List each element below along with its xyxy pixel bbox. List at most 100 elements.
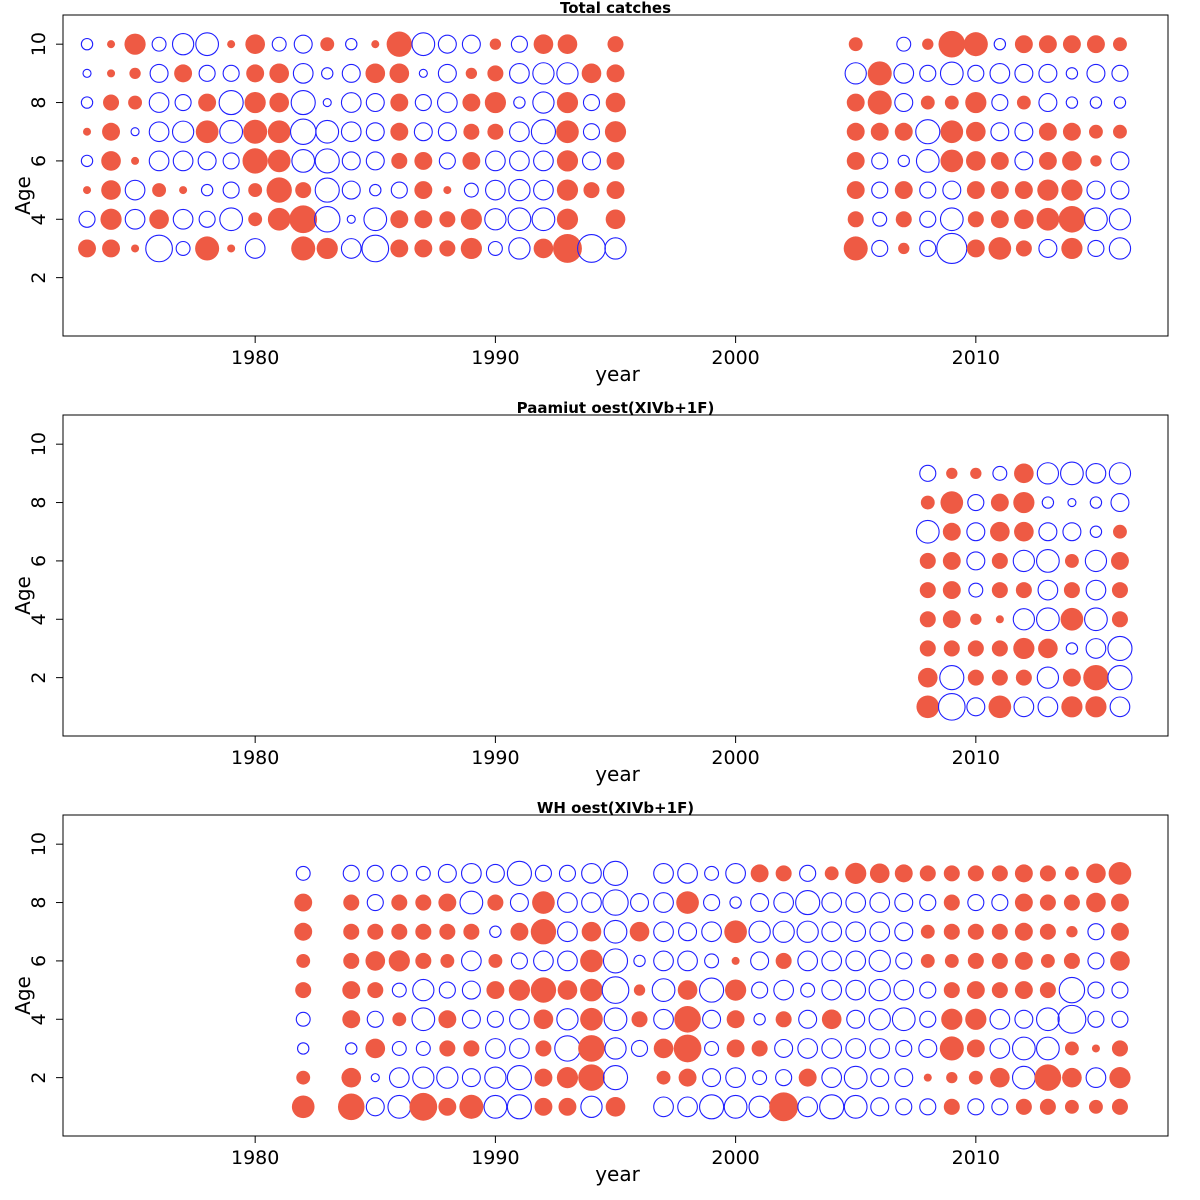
bubble-positive [557, 980, 578, 1000]
bubble-negative [753, 1013, 766, 1026]
bubble-positive [751, 1040, 768, 1057]
bubble-positive [769, 1092, 799, 1122]
bubble-negative [1036, 1007, 1060, 1032]
bubble-positive [967, 211, 984, 228]
bubble-positive [1039, 865, 1056, 882]
bubble-positive [1015, 240, 1032, 257]
bubble-negative [1108, 237, 1132, 260]
bubble-negative [1113, 96, 1127, 109]
bubble-positive [991, 669, 1008, 686]
y-tick-label: 8 [28, 96, 50, 108]
bubble-negative [509, 150, 530, 172]
bubble-negative [844, 62, 867, 85]
bubble-positive [1037, 179, 1059, 201]
bubble-negative [413, 122, 433, 142]
bubble-positive [581, 63, 602, 84]
bubble-positive [102, 122, 121, 141]
bubble-positive [731, 956, 740, 965]
bubble-negative [1036, 607, 1060, 632]
bubble-positive [459, 1094, 484, 1119]
bubble-positive [1014, 463, 1034, 484]
panel-title: WH oest(XIVb+1F) [537, 799, 694, 817]
bubble-negative [630, 1039, 649, 1058]
y-tick-label: 8 [28, 896, 50, 908]
bubble-positive [390, 239, 409, 258]
bubble-positive [629, 921, 650, 942]
bubble-positive [1064, 553, 1079, 568]
bubble-positive [316, 237, 338, 260]
bubble-positive [1014, 521, 1034, 542]
bubble-negative [798, 1009, 818, 1029]
bubble-negative [843, 1094, 868, 1119]
bubble-negative [508, 178, 531, 202]
bubble-positive [245, 34, 265, 55]
bubble-negative [869, 921, 891, 943]
bubble-positive [1111, 1040, 1128, 1057]
bubble-negative [989, 1038, 1011, 1059]
bubble-negative [1065, 67, 1079, 80]
bubble-negative [677, 1096, 698, 1118]
bubble-negative [967, 493, 985, 512]
bubble-positive [1014, 864, 1033, 883]
bubble-negative [151, 36, 167, 52]
bubble-negative [868, 1008, 891, 1031]
bubble-negative [653, 950, 674, 972]
bubble-positive [1060, 607, 1084, 631]
bubble-positive [1015, 1098, 1032, 1115]
bubble-positive [1036, 207, 1060, 231]
bubble-negative [1085, 1067, 1107, 1089]
bubble-negative [601, 976, 630, 1004]
bubble-positive [1014, 951, 1033, 970]
bubble-positive [775, 865, 792, 882]
bubble-negative [1110, 493, 1130, 513]
bubble-positive [267, 120, 291, 144]
bubble-positive [674, 1005, 701, 1033]
bubble-negative [533, 150, 554, 172]
y-axis-label: Age [11, 976, 35, 1015]
bubble-negative [797, 1096, 819, 1118]
bubble-negative [506, 1065, 532, 1091]
bubble-negative [1062, 522, 1082, 542]
bubble-positive [487, 123, 504, 140]
bubble-positive [392, 1012, 407, 1027]
bubble-negative [748, 920, 771, 943]
bubble-positive [343, 894, 360, 911]
bubble-positive [390, 210, 409, 229]
bubble-negative [729, 896, 742, 909]
bubble-negative [1036, 462, 1060, 485]
bubble-negative [80, 96, 94, 109]
panel-title: Paamiut oest(XIVb+1F) [517, 399, 715, 417]
bubble-positive [605, 92, 626, 113]
bubble-negative [819, 1094, 845, 1120]
bubble-negative [174, 93, 192, 112]
bubble-negative [322, 97, 332, 108]
panel-title: Total catches [560, 0, 671, 17]
bubble-positive [1085, 696, 1107, 718]
bubble-negative [895, 1098, 913, 1116]
bubble-negative [130, 127, 140, 137]
bubble-positive [248, 212, 263, 227]
bubble-positive [391, 923, 408, 940]
bubble-negative [80, 154, 94, 168]
bubble-negative [581, 151, 601, 171]
bubble-negative [968, 582, 984, 598]
bubble-positive [943, 865, 960, 882]
bubble-positive [1083, 664, 1109, 691]
bubble-negative [677, 950, 698, 972]
bubble-negative [870, 1097, 890, 1117]
bubble-positive [923, 1073, 932, 1082]
bubble-negative [937, 692, 966, 721]
bubble-positive [606, 64, 625, 83]
bubble-negative [513, 96, 526, 109]
bubble-negative [1038, 238, 1058, 258]
bubble-negative [341, 151, 361, 171]
bubble-negative [148, 121, 170, 143]
bubble-negative [365, 93, 385, 113]
bubble-negative [345, 37, 358, 51]
bubble-positive [991, 982, 1008, 999]
bubble-positive [465, 67, 478, 80]
bubble-negative [704, 865, 720, 881]
bubble-negative [1107, 635, 1133, 662]
bubble-positive [943, 894, 960, 911]
bubble-positive [1039, 1098, 1056, 1115]
